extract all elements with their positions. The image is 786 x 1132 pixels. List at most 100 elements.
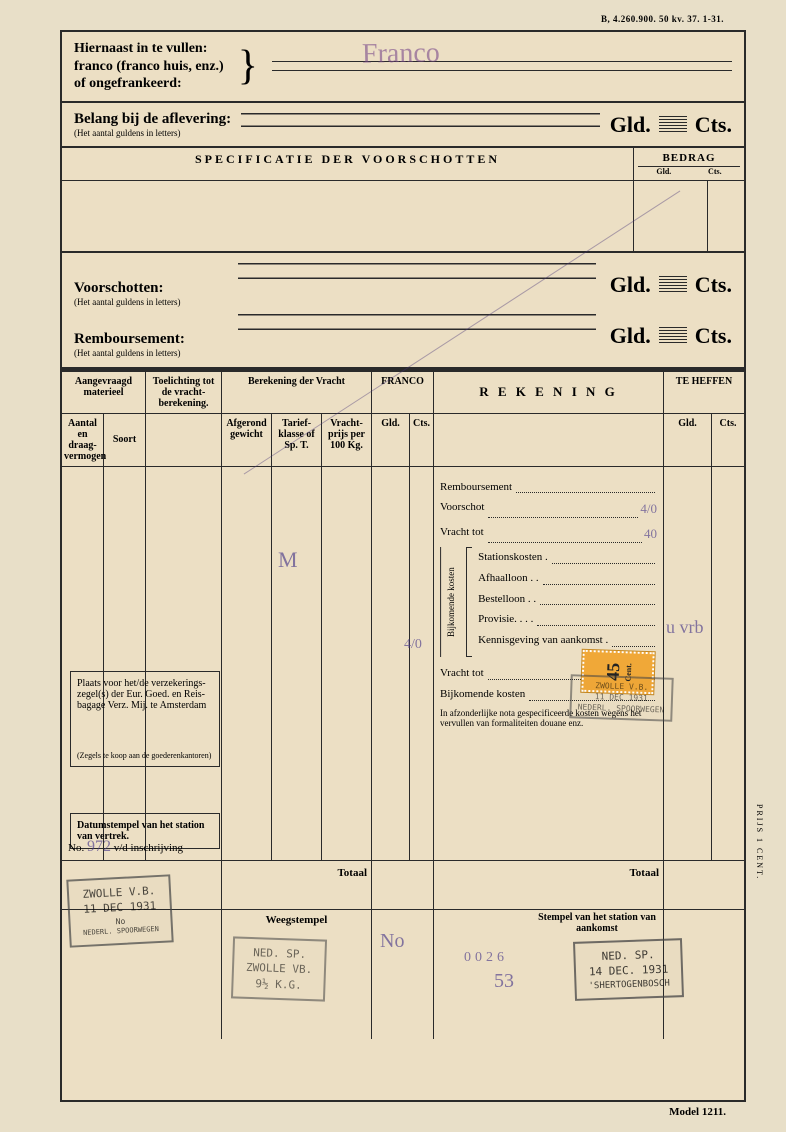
belang-label-block: Belang bij de aflevering: (Het aantal gu… [74, 111, 231, 138]
rek-stations: Stationskosten . [478, 547, 548, 568]
rek-afhaal: Afhaalloon . . [478, 568, 538, 589]
table-body: Plaats voor het/de verzekerings-zegel(s)… [62, 467, 744, 860]
cts-label: Cts. [695, 112, 732, 138]
rb-gld-box [659, 325, 687, 343]
hw-no: No [380, 930, 404, 953]
vertrek-stamp-holder: ZWOLLE V.B. 11 DEC 1931 No NEDERL. SPOOR… [68, 877, 172, 945]
weeg-stamp: NED. SP. ZWOLLE VB. 9½ K.G. [231, 936, 327, 1001]
belang-section: Belang bij de aflevering: (Het aantal gu… [62, 103, 744, 148]
hw-0026: 0026 [464, 950, 508, 966]
sub-fr-gld: Gld. [372, 414, 410, 466]
belang-label: Belang bij de aflevering: [74, 111, 231, 128]
hw-uvrb: u vrb [666, 617, 704, 638]
stempel-aankomst-label: Stempel van het station van aankomst [537, 912, 657, 934]
hw-m: M [278, 547, 298, 573]
vs-cts: Cts. [695, 272, 732, 298]
spec-header: SPECIFICATIE DER VOORSCHOTTEN BEDRAG Gld… [62, 148, 744, 181]
franco-value-lines [272, 61, 732, 71]
hw-40b: 40 [644, 522, 657, 547]
inschr-no: No. [68, 842, 84, 854]
vs-gld-box [659, 274, 687, 292]
rek-vracht2: Vracht tot [440, 663, 484, 684]
remb-fill [238, 313, 596, 343]
table-header: Aangevraagd materieel Toelichting tot de… [62, 372, 744, 414]
franco-label-l1: Hiernaast in te vullen: [74, 40, 224, 58]
sub-fr-cts: Cts. [410, 414, 434, 466]
belang-sub: (Het aantal guldens in letters) [74, 128, 231, 138]
freight-table: Aangevraagd materieel Toelichting tot de… [62, 369, 744, 1039]
weeg-l1: NED. SP. [246, 944, 313, 962]
rek-remb: Remboursement [440, 477, 512, 498]
hdr-aangevraagd: Aangevraagd materieel [62, 372, 146, 413]
hw-53: 53 [494, 970, 514, 993]
totaal-right: Totaal [434, 861, 664, 909]
bedrag-label: BEDRAG [638, 152, 740, 164]
sub-vrachtprijs: Vracht-prijs per 100 Kg. [322, 414, 372, 466]
verzekering-box: Plaats voor het/de verzekerings-zegel(s)… [70, 671, 220, 767]
aankomst-stamp: NED. SP. 14 DEC. 1931 'SHERTOGENBOSCH [573, 938, 684, 1001]
hw-40a: 4/0 [640, 497, 657, 522]
gld-box [659, 114, 687, 132]
hdr-teheffen: TE HEFFEN [664, 372, 744, 413]
remb-sub: (Het aantal guldens in letters) [74, 348, 224, 358]
sub-aantal: Aantal en draag-vermogen [62, 414, 104, 466]
hdr-toelichting: Toelichting tot de vracht-berekening. [146, 372, 222, 413]
spec-section: SPECIFICATIE DER VOORSCHOTTEN BEDRAG Gld… [62, 148, 744, 253]
weegstempel-label: Weegstempel [226, 914, 367, 926]
spec-cts: Cts. [708, 167, 722, 176]
inschr-lbl: v/d inschrijving [114, 842, 183, 854]
vertrek-stamp: ZWOLLE V.B. 11 DEC 1931 No NEDERL. SPOOR… [66, 874, 173, 947]
top-reference: B, 4.260.900. 50 kv. 37. 1-31. [601, 14, 724, 24]
amounts-section: Voorschotten: (Het aantal guldens in let… [62, 253, 744, 369]
remb-label: Remboursement: [74, 331, 224, 348]
inschrijving: No. 972 v/d inschrijving [68, 838, 183, 856]
brace-icon: } [238, 52, 258, 80]
hdr-franco: FRANCO [372, 372, 434, 413]
sub-afgerond: Afgerond gewicht [222, 414, 272, 466]
rek-provisie: Provisie. . . . [478, 609, 533, 630]
hdr-berekening: Berekening der Vracht [222, 372, 372, 413]
sub-th-cts: Cts. [712, 414, 744, 466]
revenue-overstrike: ZWOLLE V.B. 11 DEC 1931 NEDERL. SPOORWEG… [570, 676, 673, 720]
rb-cts: Cts. [695, 323, 732, 349]
rek-bijk2: Bijkomende kosten [440, 684, 525, 705]
franco-handwritten: Franco [362, 37, 440, 70]
franco-label-l3: of ongefrankeerd: [74, 75, 224, 93]
hw-40-left: 4/0 [404, 637, 422, 653]
voorschotten-row: Voorschotten: (Het aantal guldens in let… [62, 259, 744, 310]
spec-gld: Gld. [656, 167, 671, 176]
document-page: B, 4.260.900. 50 kv. 37. 1-31. Hiernaast… [60, 30, 746, 1102]
voorschotten-label: Voorschotten: [74, 280, 224, 297]
rek-kennis: Kennisgeving van aankomst . [478, 630, 608, 651]
spec-title: SPECIFICATIE DER VOORSCHOTTEN [62, 148, 634, 180]
hdr-rekening: R E K E N I N G [434, 372, 664, 413]
voorschotten-sub: (Het aantal guldens in letters) [74, 297, 224, 307]
model-number: Model 1211. [669, 1106, 726, 1118]
ak-l2: 14 DEC. 1931 [588, 961, 670, 979]
franco-label-l2: franco (franco huis, enz.) [74, 58, 224, 76]
side-price: PRIJS 1 CENT. [755, 804, 764, 880]
sub-soort: Soort [104, 414, 146, 466]
sub-tarief: Tarief-klasse of Sp. T. [272, 414, 322, 466]
weeg-l3: 9½ K.G. [245, 975, 312, 993]
franco-section: Hiernaast in te vullen: franco (franco h… [62, 32, 744, 103]
belang-fill [241, 112, 600, 138]
vertrek-l2: 11 DEC 1931 [82, 898, 159, 917]
rek-bestel: Bestelloon . . [478, 589, 536, 610]
weegstempel-cell: Weegstempel NED. SP. ZWOLLE VB. 9½ K.G. [222, 910, 372, 1039]
inschr-val: 972 [87, 838, 111, 855]
voorschotten-fill [238, 262, 596, 292]
rek-vracht1: Vracht tot [440, 522, 484, 547]
remboursement-row: Remboursement: (Het aantal guldens in le… [62, 310, 744, 361]
spec-bedrag: BEDRAG Gld. Cts. [634, 148, 744, 180]
bijkomende-label: Bijkomende kosten [440, 547, 462, 657]
totaal-left: Totaal [222, 861, 372, 909]
franco-label: Hiernaast in te vullen: franco (franco h… [74, 40, 224, 93]
verzekering-sub: (Zegels te koop aan de goederenkantoren) [77, 751, 213, 760]
rb-gld: Gld. [610, 323, 651, 349]
weeg-l2: ZWOLLE VB. [246, 960, 313, 978]
ak-l3: 'SHERTOGENBOSCH [588, 977, 670, 992]
gld-label: Gld. [610, 112, 651, 138]
rek-voorschot: Voorschot [440, 497, 484, 522]
vs-gld: Gld. [610, 272, 651, 298]
